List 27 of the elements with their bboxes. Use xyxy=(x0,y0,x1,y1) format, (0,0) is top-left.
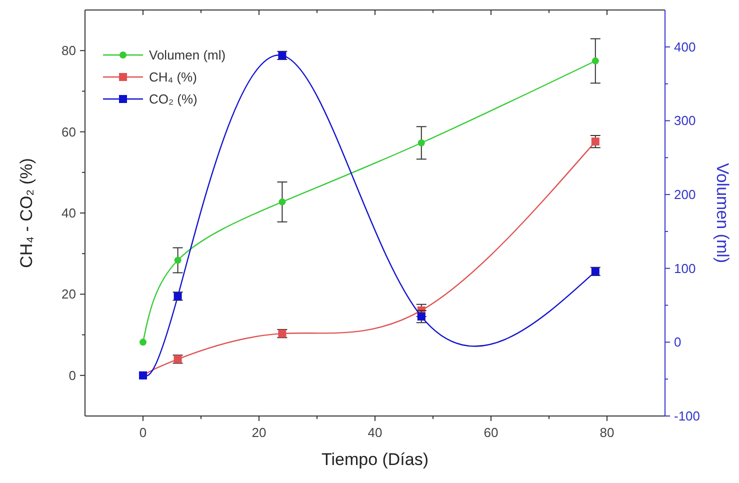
point xyxy=(592,57,599,64)
y-tick-label: 20 xyxy=(62,286,76,302)
y2-tick-label: 300 xyxy=(674,113,696,128)
y-tick-label: 60 xyxy=(62,124,76,140)
point xyxy=(140,338,146,346)
y2-tick-label: 0 xyxy=(674,334,682,350)
point xyxy=(174,256,182,264)
y2-tick-label: 200 xyxy=(674,187,696,202)
y-axis-title: CH₄ - CO₂ (%) xyxy=(17,158,36,268)
x-axis-title: Tiempo (Días) xyxy=(321,450,429,469)
x-tick-label: 20 xyxy=(252,425,266,440)
x-tick-label: 80 xyxy=(600,425,614,440)
x-tick-label: 60 xyxy=(484,425,498,440)
legend-label: CH₄ (%) xyxy=(149,70,197,84)
x-tick-label: 40 xyxy=(368,425,382,440)
y2-tick-label: 100 xyxy=(674,260,696,276)
y2-tick-label: 400 xyxy=(674,39,696,54)
y-tick-label: 40 xyxy=(62,206,76,220)
y2-axis-title: Volumen (ml) xyxy=(713,162,732,264)
y-tick-label: 80 xyxy=(62,43,76,58)
y2-tick-label: -100 xyxy=(674,408,700,424)
y-tick-label: 0 xyxy=(68,368,76,383)
x-tick-label: 0 xyxy=(139,425,147,440)
point xyxy=(418,139,425,146)
legend-label: Volumen (ml) xyxy=(149,48,226,62)
point xyxy=(278,198,286,206)
legend-label: CO₂ (%) xyxy=(149,92,198,106)
